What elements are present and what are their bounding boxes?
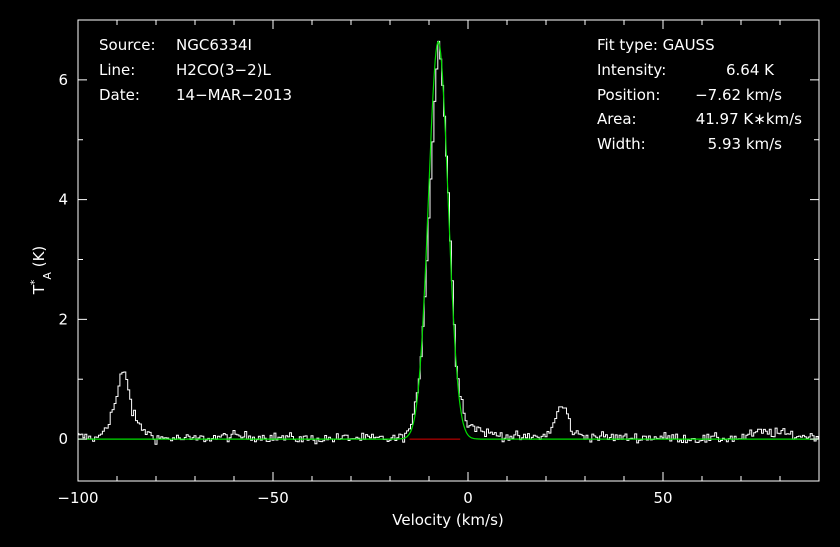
intensity-value: 6.64 K (726, 61, 775, 79)
width-value: 5.93 km/s (708, 135, 783, 153)
line-value: H2CO(3−2)L (176, 61, 271, 79)
date-label: Date: (99, 86, 140, 104)
x-tick-label: 0 (463, 489, 473, 507)
x-tick-label: −100 (57, 489, 98, 507)
date-value: 14−MAR−2013 (176, 86, 292, 104)
y-tick-label: 0 (58, 430, 68, 448)
line-label: Line: (99, 61, 135, 79)
x-tick-label: 50 (653, 489, 672, 507)
source-label: Source: (99, 36, 156, 54)
x-tick-label: −50 (257, 489, 289, 507)
position-label: Position: (597, 86, 660, 104)
spectrum-line (78, 40, 819, 445)
position-value: −7.62 km/s (695, 86, 782, 104)
plot-frame (77, 19, 820, 482)
area-label: Area: (597, 110, 637, 128)
fit-type: Fit type: GAUSS (597, 36, 715, 54)
area-value: 41.97 K∗km/s (696, 110, 802, 128)
y-tick-label: 6 (58, 71, 68, 89)
intensity-label: Intensity: (597, 61, 666, 79)
y-tick-label: 2 (58, 310, 68, 328)
width-label: Width: (597, 135, 646, 153)
source-value: NGC6334I (176, 36, 252, 54)
y-tick-label: 4 (58, 191, 68, 209)
x-axis-title: Velocity (km/s) (392, 511, 503, 529)
gaussian-fit-line (78, 40, 819, 440)
